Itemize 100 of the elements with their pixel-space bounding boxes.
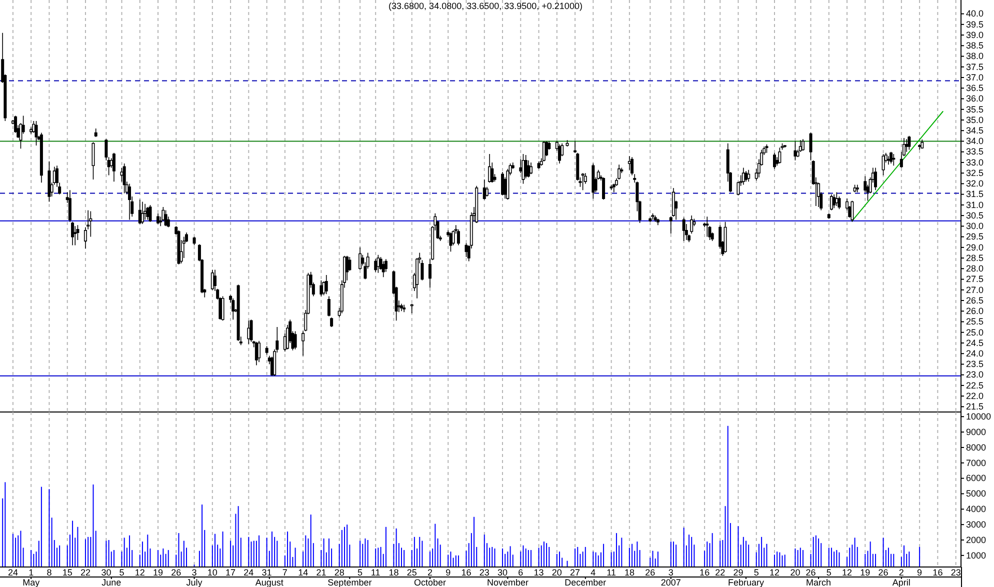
candlestick (827, 213, 830, 220)
candlestick (327, 296, 330, 317)
x-tick-label: 26 (878, 567, 888, 578)
candlestick (374, 258, 378, 272)
candlestick (886, 156, 890, 165)
y-tick-label: 1000 (966, 550, 986, 560)
candlestick (706, 216, 709, 238)
y-tick-label: 27.0 (966, 284, 984, 295)
y-tick-label: 29.0 (966, 242, 984, 252)
candlestick (835, 192, 838, 206)
x-tick-label: 23 (950, 567, 961, 578)
x-tick-label: 18 (388, 567, 399, 578)
x-tick-label: 6 (518, 567, 524, 578)
x-tick-label: 11 (606, 567, 616, 578)
candlestick (592, 163, 595, 199)
candlestick (920, 139, 924, 150)
candlestick (382, 260, 385, 278)
x-tick-label: 30 (498, 567, 508, 578)
candlestick (530, 162, 533, 175)
candlestick (140, 201, 144, 224)
y-tick-label: 31.5 (966, 189, 984, 200)
y-tick-label: 37.0 (966, 72, 984, 82)
candlestick (853, 184, 856, 193)
x-tick-label: 14 (298, 567, 308, 578)
candlestick (177, 230, 180, 265)
x-tick-label: 9 (446, 567, 451, 578)
candlestick (265, 346, 268, 356)
candlestick (482, 179, 486, 200)
candlestick (146, 206, 150, 220)
y-tick-label: 39.5 (966, 19, 984, 30)
candlestick (210, 269, 214, 290)
x2-tick-label: September (328, 577, 372, 587)
y-tick-label: 10000 (966, 412, 992, 422)
x-tick-label: 23 (479, 567, 490, 578)
x-tick-label: 8 (46, 567, 52, 578)
candlestick (164, 210, 168, 227)
y-tick-label: 31.0 (966, 200, 984, 210)
candlestick (882, 154, 885, 176)
y-tick-label: 38.5 (966, 40, 984, 51)
candlestick (358, 247, 362, 270)
x2-tick-label: July (186, 577, 203, 587)
candlestick (449, 232, 452, 252)
y-tick-label: 33.5 (966, 146, 984, 157)
x-tick-label: 24 (8, 567, 18, 578)
x-tick-label: 22 (80, 567, 90, 578)
x-tick-label: 18 (624, 567, 634, 578)
candlestick (558, 144, 562, 164)
y-tick-label: 25.5 (966, 316, 984, 327)
candlestick (744, 170, 748, 182)
y-tick-label: 6000 (966, 473, 986, 484)
y-tick-label: 22.5 (966, 380, 984, 390)
candlestick (258, 340, 261, 362)
x-tick-label: 3 (192, 567, 197, 578)
y-tick-label: 30.0 (966, 221, 984, 232)
y-tick-label: 22.0 (966, 390, 984, 401)
candlestick (92, 142, 95, 180)
y-tick-label: 27.5 (966, 274, 984, 284)
y-tick-label: 9000 (966, 426, 986, 437)
candlestick (324, 274, 328, 295)
y-tick-label: 32.0 (966, 178, 984, 189)
x-tick-label: 12 (769, 567, 780, 578)
x-tick-label: 28 (334, 567, 344, 578)
y-tick-label: 38.0 (966, 51, 984, 62)
candlestick (908, 136, 911, 150)
x-tick-label: 25 (406, 567, 417, 578)
candlestick (830, 194, 833, 211)
chart-title: (33.6800, 34.0800, 33.6500, 33.9500, +0.21000) (388, 1, 582, 11)
x-tick-label: 11 (370, 567, 380, 578)
candlestick (773, 152, 776, 170)
x-tick-label: 13 (534, 567, 544, 578)
candlestick (742, 167, 745, 186)
x-tick-label: 27 (570, 567, 580, 578)
candlestick (400, 303, 403, 312)
x-tick-label: 16 (461, 567, 472, 578)
candlestick (794, 140, 797, 161)
y-tick-label: 39.0 (966, 30, 984, 40)
y-tick-label: 35.0 (966, 114, 984, 125)
y-tick-label: 30.5 (966, 210, 984, 220)
candlestick (247, 320, 250, 344)
y-tick-label: 37.5 (966, 62, 984, 72)
candlestick (144, 203, 147, 220)
candlestick (832, 194, 836, 209)
x-tick-label: 29 (733, 567, 744, 578)
candlestick (581, 172, 584, 190)
candlestick (566, 140, 569, 147)
y-tick-label: 33.0 (966, 157, 984, 168)
candlestick (456, 228, 460, 246)
x-tick-label: 30 (101, 567, 112, 578)
candlestick (654, 215, 657, 222)
candlestick (138, 199, 142, 224)
x-tick-label: 12 (842, 567, 852, 578)
x-tick-label: 21 (316, 567, 326, 578)
candlestick (320, 280, 323, 297)
y-tick-label: 35.5 (966, 104, 984, 114)
candlestick (747, 169, 750, 182)
x2-tick-label: 2007 (660, 577, 681, 587)
y-tick-label: 36.0 (966, 94, 984, 104)
y-tick-label: 24.0 (966, 348, 984, 358)
y-tick-label: 3000 (966, 519, 986, 530)
candlestick (610, 184, 613, 190)
